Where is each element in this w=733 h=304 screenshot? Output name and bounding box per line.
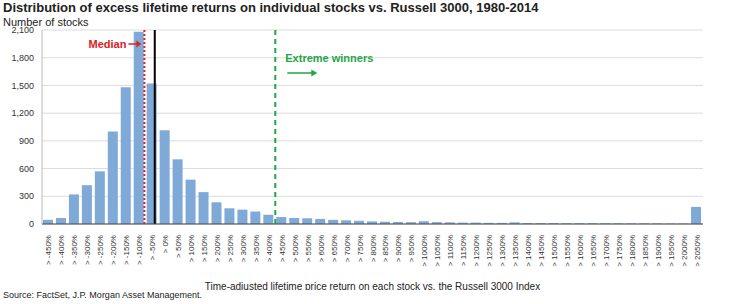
svg-text:> -400%: > -400% bbox=[57, 235, 66, 265]
svg-text:> 1950%: > 1950% bbox=[667, 235, 676, 267]
svg-text:> -350%: > -350% bbox=[70, 235, 79, 265]
svg-text:> 1850%: > 1850% bbox=[641, 235, 650, 267]
svg-text:> -150%: > -150% bbox=[122, 235, 131, 265]
svg-text:> 700%: > 700% bbox=[343, 235, 352, 262]
svg-text:Extreme winners: Extreme winners bbox=[285, 52, 373, 64]
svg-text:> 750%: > 750% bbox=[356, 235, 365, 262]
svg-text:1,200: 1,200 bbox=[11, 108, 34, 118]
svg-text:> 950%: > 950% bbox=[407, 235, 416, 262]
svg-text:> 350%: > 350% bbox=[252, 235, 261, 262]
svg-text:> 1350%: > 1350% bbox=[511, 235, 520, 267]
svg-text:> 1400%: > 1400% bbox=[524, 235, 533, 267]
svg-text:> 1900%: > 1900% bbox=[654, 235, 663, 267]
svg-text:> 1100%: > 1100% bbox=[446, 235, 455, 266]
svg-text:> 900%: > 900% bbox=[394, 235, 403, 262]
svg-text:> 1050%: > 1050% bbox=[433, 235, 442, 267]
svg-text:> 650%: > 650% bbox=[330, 235, 339, 262]
svg-text:> -450%: > -450% bbox=[44, 235, 53, 265]
svg-text:> -50%: > -50% bbox=[148, 235, 157, 261]
svg-text:Median: Median bbox=[88, 38, 126, 50]
svg-text:> 1650%: > 1650% bbox=[589, 235, 598, 267]
svg-text:> -100%: > -100% bbox=[135, 235, 144, 265]
svg-text:> 0%: > 0% bbox=[161, 235, 170, 253]
svg-text:> 1150%: > 1150% bbox=[459, 235, 468, 266]
svg-text:> 1600%: > 1600% bbox=[576, 235, 585, 267]
svg-text:1,500: 1,500 bbox=[11, 81, 34, 91]
svg-text:> 850%: > 850% bbox=[381, 235, 390, 262]
svg-text:> 800%: > 800% bbox=[369, 235, 378, 262]
svg-text:> 250%: > 250% bbox=[226, 235, 235, 262]
svg-text:> 1300%: > 1300% bbox=[498, 235, 507, 267]
svg-text:> 1000%: > 1000% bbox=[420, 235, 429, 267]
svg-text:> 400%: > 400% bbox=[265, 235, 274, 262]
svg-text:> 1500%: > 1500% bbox=[550, 235, 559, 267]
svg-text:> -250%: > -250% bbox=[96, 235, 105, 265]
html-text:Distribution of excess lifetim: Distribution of excess lifetime returns … bbox=[3, 0, 539, 15]
html-text:Source: FactSet, J.P. Morgan A: Source: FactSet, J.P. Morgan Asset Manag… bbox=[3, 290, 202, 300]
svg-text:> 1450%: > 1450% bbox=[537, 235, 546, 267]
svg-text:> 2050%: > 2050% bbox=[693, 235, 702, 267]
svg-text:> 1550%: > 1550% bbox=[563, 235, 572, 267]
svg-text:> 450%: > 450% bbox=[278, 235, 287, 262]
svg-text:Time-adjusted lifetime price r: Time-adjusted lifetime price return on e… bbox=[205, 281, 540, 290]
svg-text:> 500%: > 500% bbox=[291, 235, 300, 262]
svg-text:> 50%: > 50% bbox=[174, 235, 183, 258]
svg-text:> 1700%: > 1700% bbox=[602, 235, 611, 267]
svg-text:> 2000%: > 2000% bbox=[680, 235, 689, 267]
svg-text:> 200%: > 200% bbox=[213, 235, 222, 262]
svg-text:> -300%: > -300% bbox=[83, 235, 92, 265]
svg-text:1,800: 1,800 bbox=[11, 53, 34, 63]
svg-text:900: 900 bbox=[19, 136, 34, 146]
svg-text:300: 300 bbox=[19, 191, 34, 201]
svg-text:> 600%: > 600% bbox=[317, 235, 326, 262]
svg-text:> 1750%: > 1750% bbox=[615, 235, 624, 267]
svg-text:> 300%: > 300% bbox=[239, 235, 248, 262]
svg-text:> -200%: > -200% bbox=[109, 235, 118, 265]
svg-text:0: 0 bbox=[29, 219, 34, 229]
svg-text:> 1800%: > 1800% bbox=[628, 235, 637, 267]
svg-text:> 1200%: > 1200% bbox=[472, 235, 481, 267]
svg-text:> 100%: > 100% bbox=[187, 235, 196, 262]
html-text:Number of stocks: Number of stocks bbox=[3, 16, 89, 28]
svg-text:> 150%: > 150% bbox=[200, 235, 209, 262]
svg-text:2,100: 2,100 bbox=[11, 25, 34, 35]
svg-text:600: 600 bbox=[19, 164, 34, 174]
svg-text:> 1250%: > 1250% bbox=[485, 235, 494, 267]
svg-text:> 550%: > 550% bbox=[304, 235, 313, 262]
